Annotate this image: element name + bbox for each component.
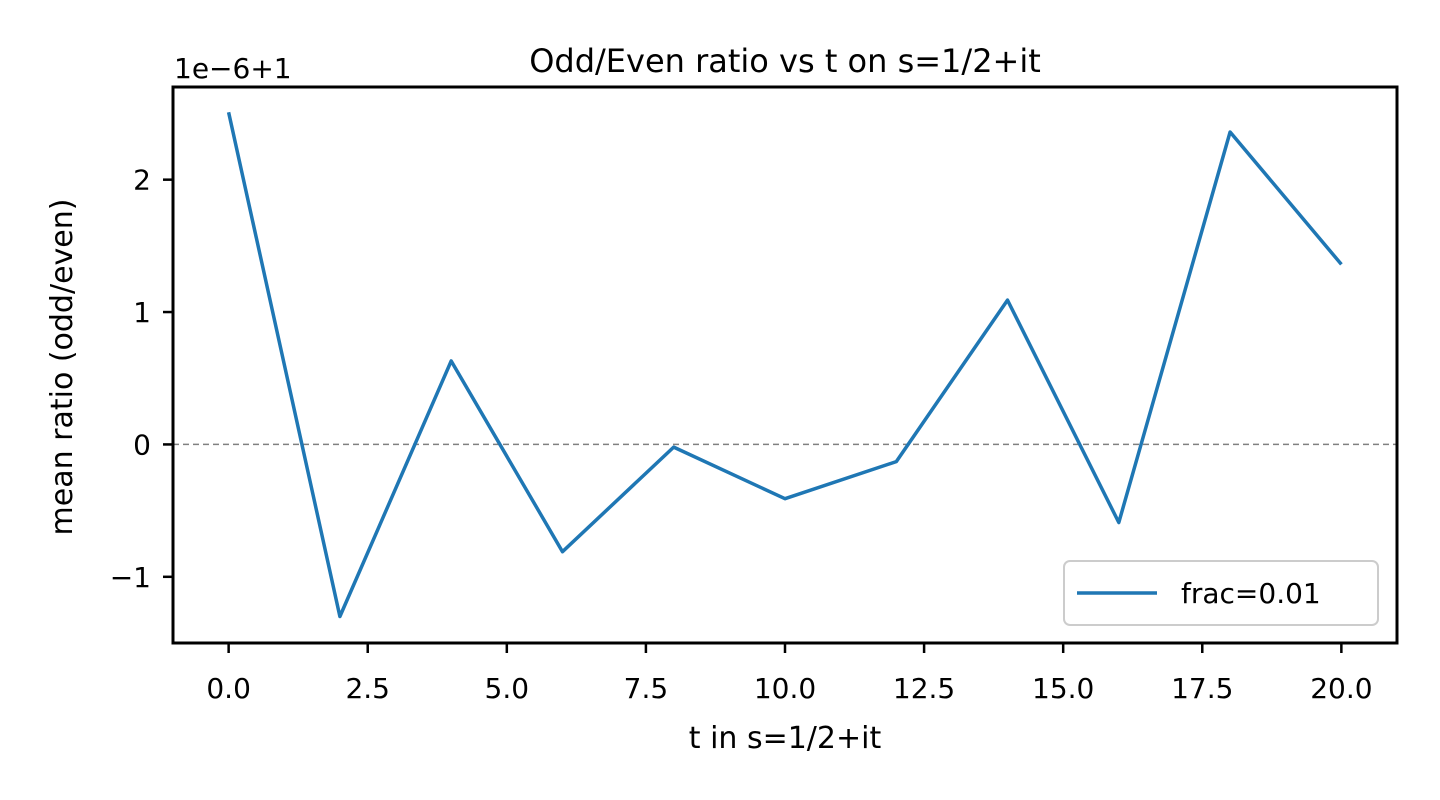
x-tick-label: 20.0 <box>1310 672 1372 705</box>
data-point-t-0 <box>226 109 232 115</box>
y-offset-text: 1e−6+1 <box>174 52 292 85</box>
data-point-t-2 <box>337 614 343 620</box>
data-point-t-12 <box>893 459 899 465</box>
legend: frac=0.01 <box>1063 560 1379 626</box>
y-tick-label: 1 <box>133 296 151 329</box>
x-tick-label: 5.0 <box>485 672 530 705</box>
data-point-t-18 <box>1227 129 1233 135</box>
x-axis-label: t in s=1/2+it <box>689 721 882 756</box>
y-tick-label: 0 <box>133 428 151 461</box>
x-tick-label: 0.0 <box>206 672 251 705</box>
x-tick-label: 2.5 <box>345 672 390 705</box>
data-point-t-8 <box>671 444 677 450</box>
y-tick-label: 2 <box>133 164 151 197</box>
data-point-t-20 <box>1338 261 1344 267</box>
x-tick-label: 12.5 <box>893 672 955 705</box>
data-point-t-6 <box>560 549 566 555</box>
data-point-t-10 <box>782 496 788 502</box>
data-point-t-14 <box>1005 297 1011 303</box>
x-tick-label: 17.5 <box>1171 672 1233 705</box>
chart-title: Odd/Even ratio vs t on s=1/2+it <box>529 42 1041 80</box>
y-tick-label: −1 <box>110 561 151 594</box>
y-axis-label: mean ratio (odd/even) <box>45 199 80 536</box>
data-point-t-16 <box>1116 520 1122 526</box>
x-tick-label: 15.0 <box>1032 672 1094 705</box>
legend-label: frac=0.01 <box>1181 577 1321 610</box>
x-tick-label: 7.5 <box>624 672 669 705</box>
legend-box <box>1063 560 1379 626</box>
data-point-t-4 <box>448 358 454 364</box>
x-tick-label: 10.0 <box>754 672 816 705</box>
series-line-frac-0.01 <box>226 111 1343 619</box>
